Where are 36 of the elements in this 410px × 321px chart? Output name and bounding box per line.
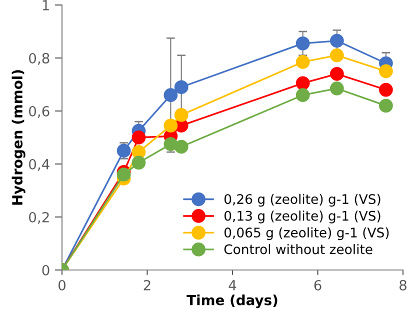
point xyxy=(330,48,344,62)
x-axis-title: Time (days) xyxy=(186,294,278,308)
point xyxy=(174,140,188,154)
y-tick-label: 0,6 xyxy=(29,106,50,118)
y-tick-label: 0,2 xyxy=(29,212,49,224)
x-tick-label: 6 xyxy=(314,280,322,290)
point xyxy=(379,98,393,113)
x-tick-label: 2 xyxy=(144,280,150,290)
legend-label: 0,065 g (zeolite) g-1 (VS) xyxy=(224,227,389,240)
point xyxy=(296,55,310,69)
point xyxy=(296,76,310,90)
legend-label: 0,13 g (zeolite) g-1 (VS) xyxy=(224,210,380,224)
point xyxy=(330,34,344,48)
point xyxy=(379,82,393,97)
legend-label: 0,26 g (zeolite) g-1 (VS) xyxy=(224,194,380,207)
point xyxy=(164,118,178,133)
y-axis-title: Hydrogen (mmol) xyxy=(12,70,26,205)
y-tick-label: 1 xyxy=(42,0,49,10)
x-tick-label: 0 xyxy=(58,280,66,290)
point xyxy=(116,168,131,182)
x-tick-label: 4 xyxy=(228,280,236,290)
point xyxy=(379,64,393,78)
x-tick-label: 8 xyxy=(400,280,406,290)
point xyxy=(330,66,344,81)
point xyxy=(164,88,178,102)
point xyxy=(296,36,310,50)
y-tick-label: 0 xyxy=(42,264,50,276)
point xyxy=(132,130,146,144)
y-tick-label: 0,8 xyxy=(29,52,50,65)
point xyxy=(296,88,310,102)
point xyxy=(174,108,188,122)
legend-label: Control without zeolite xyxy=(224,244,372,254)
point xyxy=(132,156,146,170)
point xyxy=(174,80,188,94)
y-tick-label: 0,4 xyxy=(29,158,50,171)
point xyxy=(330,82,344,96)
